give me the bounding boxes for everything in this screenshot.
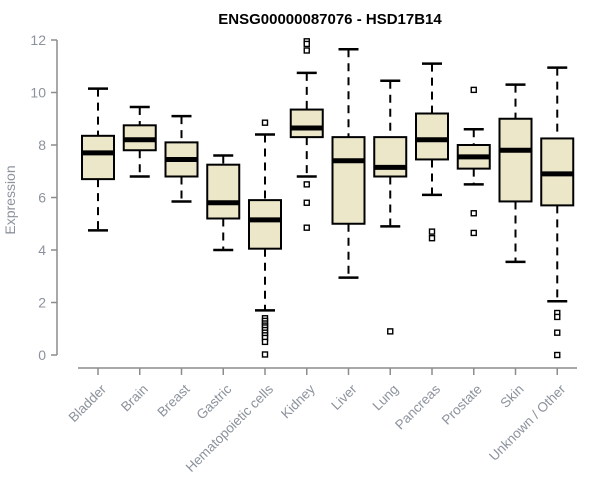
outlier-hematopoietic-cells	[261, 338, 269, 346]
x-tick-label-gastric: Gastric	[194, 381, 235, 422]
y-tick-label: 4	[38, 242, 46, 258]
outlier-kidney	[303, 181, 310, 188]
x-tick-label-unknown-other: Unknown / Other	[486, 381, 569, 464]
box-bladder	[81, 134, 115, 181]
outlier-pancreas	[428, 228, 436, 235]
box-liver	[331, 136, 366, 225]
x-tick-label-prostate: Prostate	[439, 382, 485, 428]
outlier-pancreas	[428, 234, 436, 242]
y-tick-label: 10	[30, 85, 46, 101]
box-lung	[373, 136, 408, 178]
x-tick-label-bladder: Bladder	[66, 381, 110, 425]
box-skin	[498, 117, 533, 203]
outlier-prostate	[470, 86, 477, 94]
outlier-kidney	[303, 199, 310, 206]
x-tick-label-pancreas: Pancreas	[392, 381, 443, 432]
x-tick-label-breast: Breast	[154, 381, 192, 419]
outlier-lung	[387, 328, 394, 335]
x-tick-label-brain: Brain	[118, 382, 151, 415]
outlier-kidney	[303, 224, 310, 231]
box-gastric	[206, 163, 241, 220]
chart-title: ENSG00000087076 - HSD17B14	[218, 11, 442, 28]
outlier-prostate	[470, 229, 477, 237]
x-tick-label-kidney: Kidney	[278, 381, 318, 421]
y-tick-label: 0	[38, 347, 46, 363]
x-tick-label-skin: Skin	[497, 382, 526, 411]
y-tick-label: 12	[30, 32, 46, 48]
box-kidney	[289, 108, 324, 139]
y-tick-label: 2	[38, 295, 46, 311]
box-hematopoietic-cells	[248, 199, 282, 250]
outlier-hematopoietic-cells	[261, 351, 269, 358]
x-tick-label-liver: Liver	[328, 381, 360, 413]
y-tick-label: 8	[38, 137, 46, 153]
outlier-kidney	[303, 47, 310, 54]
x-tick-label-lung: Lung	[370, 382, 402, 414]
outlier-hematopoietic-cells	[261, 119, 269, 126]
outlier-unknown-other	[554, 351, 561, 359]
outlier-unknown-other	[554, 313, 561, 321]
box-pancreas	[415, 112, 449, 161]
outlier-kidney	[303, 40, 310, 48]
y-axis-label: Expression	[2, 165, 18, 234]
outlier-prostate	[470, 210, 477, 217]
y-tick-label: 6	[38, 190, 46, 206]
outlier-unknown-other	[554, 329, 561, 336]
